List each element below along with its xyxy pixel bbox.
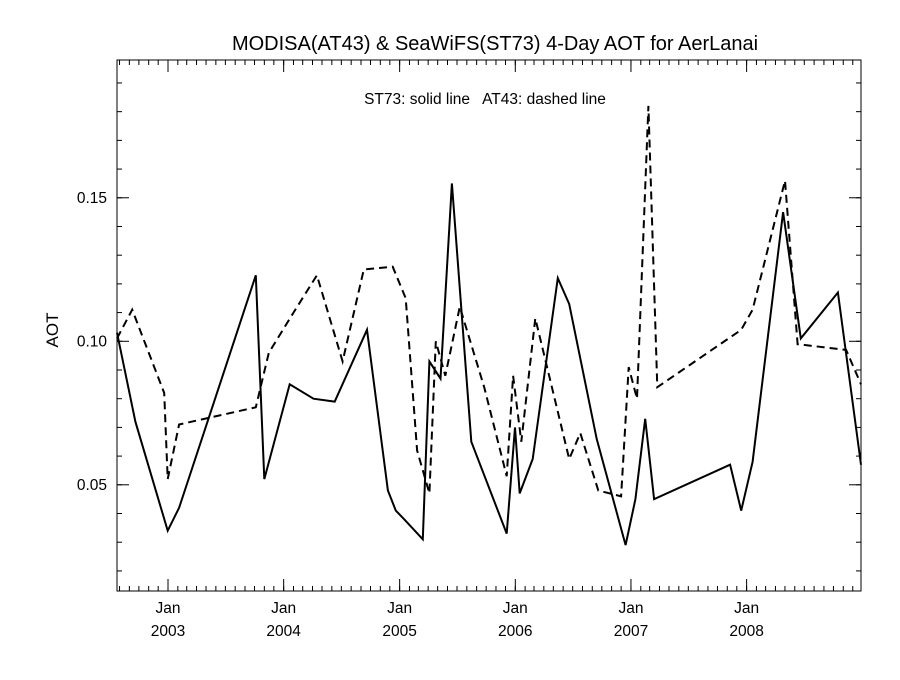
x-tick-month-label: Jan: [271, 600, 296, 617]
y-axis-label: AOT: [43, 313, 62, 348]
y-tick-label: 0.15: [77, 190, 107, 207]
x-tick-year-label: 2006: [498, 623, 532, 640]
x-tick-month-label: Jan: [618, 600, 643, 617]
x-tick-month-label: Jan: [734, 600, 759, 617]
plot-frame: [116, 59, 862, 592]
x-tick-year-label: 2003: [151, 623, 185, 640]
x-tick-year-label: 2008: [729, 623, 763, 640]
y-tick-label: 0.05: [77, 477, 107, 494]
x-tick-month-label: Jan: [156, 600, 181, 617]
chart-title: MODISA(AT43) & SeaWiFS(ST73) 4-Day AOT f…: [232, 33, 758, 55]
x-tick-month-label: Jan: [387, 600, 412, 617]
x-tick-year-label: 2005: [382, 623, 416, 640]
x-tick-year-label: 2007: [614, 623, 648, 640]
x-tick-month-label: Jan: [503, 600, 528, 617]
series-layer: [116, 105, 862, 546]
legend-annotation: ST73: solid line AT43: dashed line: [364, 91, 606, 108]
series-line-st73: [116, 183, 862, 546]
x-tick-year-label: 2004: [266, 623, 301, 640]
y-tick-label: 0.10: [77, 333, 108, 350]
series-line-at43: [116, 105, 862, 498]
axes: 0.05 0.10 0.15 Jan 2003 Jan 2004 Jan 2005 Jan 2006…: [77, 60, 861, 640]
